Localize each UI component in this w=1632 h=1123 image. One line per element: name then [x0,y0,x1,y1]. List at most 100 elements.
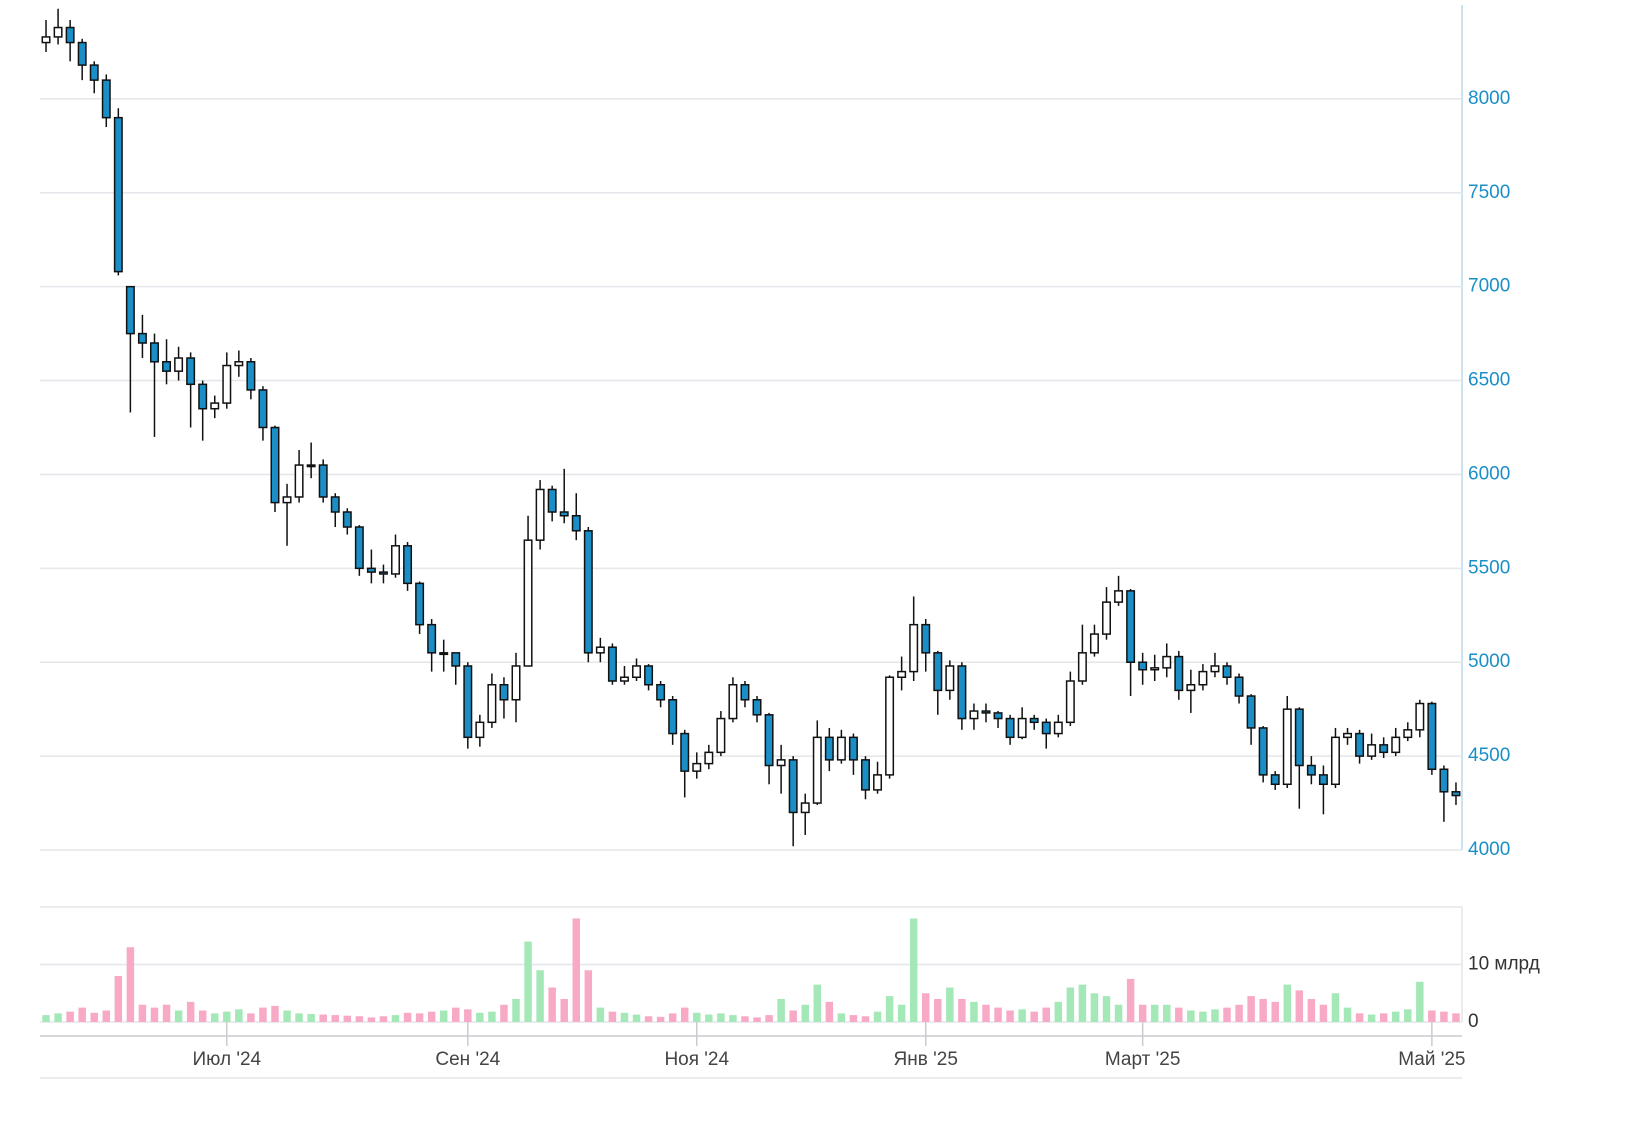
volume-bar [66,1011,74,1022]
volume-bar [1440,1011,1448,1022]
volume-bar [584,970,593,1022]
candle-body [1017,717,1027,739]
candle-body [162,361,172,372]
volume-bar [283,1010,291,1022]
candle-body [186,357,196,386]
volume-bar [1416,981,1424,1022]
candle-body [1258,727,1268,776]
volume-bar [861,1016,870,1022]
candle-body [1330,736,1340,786]
x-tick-label: Ноя '24 [664,1049,729,1070]
candle-body [1138,661,1148,671]
volume-bar [1114,1004,1123,1022]
volume-bar [427,1011,436,1022]
candle-body [174,357,184,372]
candle-body [1403,729,1413,739]
candle-body [788,759,798,814]
volume-bar [223,1011,231,1022]
volume-bar [186,1001,195,1022]
volume-bar [680,1007,689,1022]
volume-bar [1283,984,1291,1022]
candle-body [1174,655,1184,692]
volume-bar [1319,1004,1328,1022]
volume-bar [813,984,822,1022]
volume-bar [271,1005,279,1022]
volume-bar [464,1009,472,1022]
candle-body [1210,665,1220,673]
candle-body [475,721,485,739]
candle-body [945,665,955,692]
y-tick-label: 5500 [1468,557,1510,578]
volume-bar [1066,987,1075,1022]
candle-body [933,652,943,692]
candle-body [499,684,509,701]
volume-bar [1355,1013,1364,1022]
candle-body [318,464,328,498]
candle-body [101,79,111,119]
candle-body [981,710,991,714]
x-tick-label: Март '25 [1105,1049,1181,1070]
candle-body [644,665,654,686]
candle-body [113,116,123,273]
candle-body [595,646,605,654]
candle-body [885,676,895,776]
candle-body [1306,764,1316,776]
candle-body [198,383,208,410]
volume-bar [994,1007,1002,1022]
volume-bar [235,1009,243,1022]
y-tick-label: 7000 [1468,276,1510,297]
volume-bar [355,1016,364,1022]
candle-body [692,762,702,772]
candle-body [270,426,280,504]
volume-bar [391,1015,400,1022]
candle-body [210,402,220,410]
candle-body [1415,702,1425,731]
volume-bar [801,1004,809,1022]
volume-bar [452,1007,460,1022]
volume-bar [307,1013,315,1022]
volume-bar [174,1010,183,1022]
candle-body [800,802,810,814]
volume-bar [1163,1004,1171,1022]
volume-bar [1150,1004,1159,1022]
candle-body [1077,652,1087,682]
volume-bar [934,999,942,1022]
volume-bar [644,1016,653,1022]
volume-bar [1199,1011,1207,1022]
candle-body [680,732,690,772]
volume-bar [958,999,966,1022]
candle-body [294,464,304,498]
volume-bar [1090,993,1099,1022]
volume-bar [102,1010,111,1022]
y-tick-label: 6000 [1468,463,1510,484]
volume-bar [1404,1009,1412,1022]
candle-body [1114,590,1124,603]
candle-body [607,646,617,682]
candle-body [354,526,364,570]
candle-body [547,488,557,513]
volume-bar [1078,984,1087,1022]
volume-bar [1259,999,1267,1022]
candle-body [1234,676,1244,697]
volume-bar [1307,999,1316,1022]
volume-bar [825,1001,834,1022]
candle-body [1282,708,1292,786]
candle-body [378,571,388,575]
volume-bar [548,987,556,1022]
volume-bar [632,1014,641,1022]
candle-body [1065,680,1075,724]
volume-bar [741,1016,749,1022]
candle-body [366,567,376,573]
candle-body [1102,601,1111,635]
candle-body [1451,791,1461,797]
volume-bar [1030,1011,1038,1022]
volume-bar [560,999,568,1022]
candle-body [1246,695,1256,729]
x-tick-label: Сен '24 [435,1049,500,1070]
candle-body [41,36,51,44]
candle-body [523,539,533,667]
candle-body [764,714,774,767]
volume-bar [247,1013,255,1022]
volume-bar [126,947,135,1022]
candle-body [1005,717,1015,739]
